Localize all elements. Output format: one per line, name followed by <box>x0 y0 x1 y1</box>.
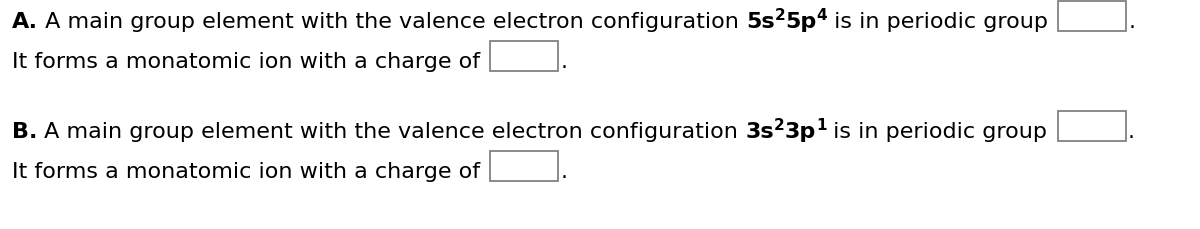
Text: 3p: 3p <box>785 121 816 141</box>
Text: B.: B. <box>12 121 37 141</box>
Text: .: . <box>1128 12 1135 32</box>
Text: A main group element with the valence electron configuration: A main group element with the valence el… <box>38 12 746 32</box>
Text: is in periodic group: is in periodic group <box>827 12 1055 32</box>
Text: 4: 4 <box>817 8 827 23</box>
Text: 5s: 5s <box>746 12 775 32</box>
Text: 3s: 3s <box>745 121 774 141</box>
Text: A main group element with the valence electron configuration: A main group element with the valence el… <box>37 121 745 141</box>
Text: It forms a monatomic ion with a charge of: It forms a monatomic ion with a charge o… <box>12 161 487 181</box>
Text: 2: 2 <box>775 8 785 23</box>
Text: 2: 2 <box>774 117 785 132</box>
Text: 1: 1 <box>816 117 827 132</box>
Text: It forms a monatomic ion with a charge of: It forms a monatomic ion with a charge o… <box>12 52 487 72</box>
Text: .: . <box>560 161 568 181</box>
Text: .: . <box>560 52 568 72</box>
Text: .: . <box>1128 121 1135 141</box>
Text: is in periodic group: is in periodic group <box>827 121 1055 141</box>
Text: A.: A. <box>12 12 38 32</box>
Text: 5p: 5p <box>785 12 817 32</box>
